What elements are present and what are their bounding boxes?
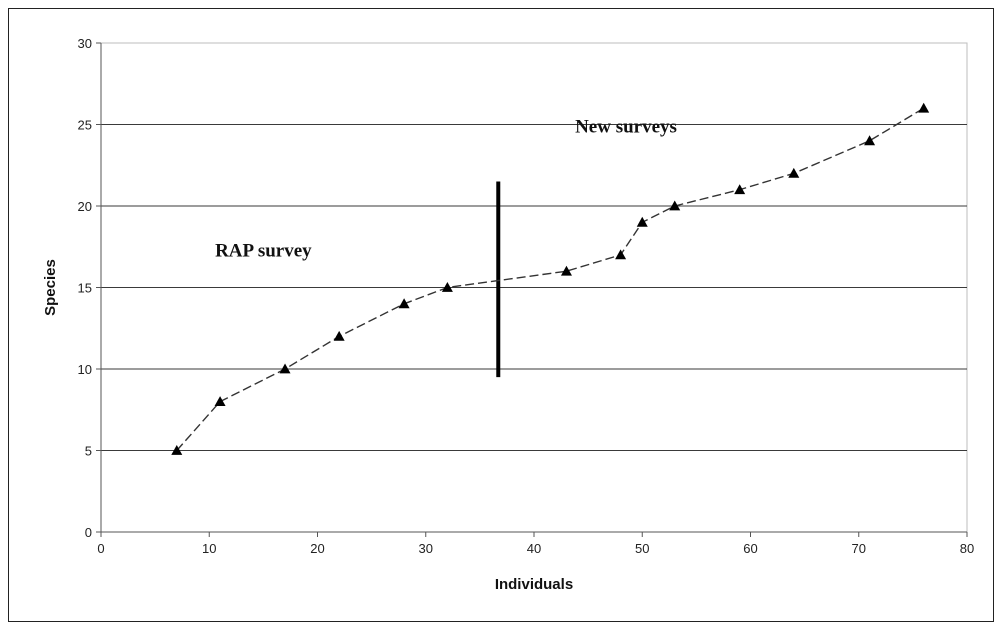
data-point-59-21	[734, 184, 746, 195]
y-axis-title: Species	[42, 259, 59, 316]
data-point-71-24	[864, 135, 876, 146]
data-point-17-10	[279, 363, 291, 374]
x-tick-label-10: 10	[202, 541, 216, 556]
annotations: RAP survey New surveys	[215, 117, 677, 262]
annotation-new-surveys: New surveys	[575, 117, 677, 138]
data-point-53-20	[669, 200, 681, 211]
data-point-11-8	[214, 396, 226, 406]
x-tick-label-80: 80	[960, 541, 974, 556]
x-tick-label-20: 20	[310, 541, 324, 556]
x-axis-title: Individuals	[495, 576, 573, 593]
data-point-28-14	[398, 298, 410, 309]
data-point-43-16	[560, 265, 572, 276]
x-tick-label-50: 50	[635, 541, 649, 556]
data-point-48-17	[615, 249, 627, 260]
x-tick-label-0: 0	[97, 541, 104, 556]
annotation-rap-survey: RAP survey	[215, 241, 312, 262]
data-point-50-19	[636, 216, 648, 227]
x-tick-label-30: 30	[419, 541, 433, 556]
y-tick-label-30: 30	[78, 36, 92, 51]
y-tick-labels: 0 5 10 15 20 25 30	[78, 36, 101, 540]
chart-frame	[8, 8, 994, 622]
series-line-0	[176, 107, 925, 451]
y-tick-label-25: 25	[78, 118, 92, 133]
x-tick-label-40: 40	[527, 541, 541, 556]
x-tick-label-60: 60	[743, 541, 757, 556]
y-tick-label-5: 5	[85, 444, 92, 459]
y-tick-label-10: 10	[78, 362, 92, 377]
data-point-32-15	[441, 282, 453, 292]
y-tick-label-0: 0	[85, 525, 92, 540]
y-tick-label-15: 15	[78, 281, 92, 296]
x-tick-labels: 0 10 20 30 40 50 60 70 80	[97, 532, 974, 556]
data-point-22-12	[333, 330, 345, 341]
x-tick-label-70: 70	[852, 541, 866, 556]
grid-lines	[101, 124, 967, 451]
data-point-64-22	[788, 167, 800, 178]
data-point-7-5	[171, 445, 183, 455]
y-tick-label-20: 20	[78, 199, 92, 214]
data-point-76-26	[918, 102, 930, 113]
series-group	[171, 102, 930, 455]
